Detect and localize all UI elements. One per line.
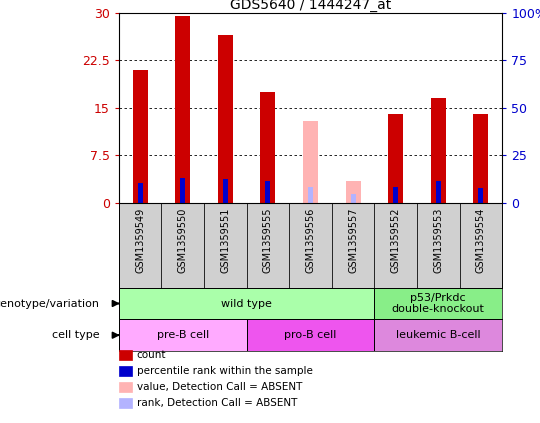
Text: GSM1359550: GSM1359550 (178, 207, 188, 273)
Bar (119, 288, 374, 319)
Bar (204, 203, 247, 288)
Text: wild type: wild type (221, 299, 272, 308)
Text: leukemic B-cell: leukemic B-cell (396, 330, 481, 340)
Bar (431, 99, 445, 203)
Bar (265, 181, 271, 203)
Text: pre-B cell: pre-B cell (157, 330, 209, 340)
Bar (350, 194, 356, 203)
Bar (308, 187, 313, 203)
Text: GSM1359557: GSM1359557 (348, 207, 358, 273)
Bar (133, 70, 147, 203)
Text: GSM1359552: GSM1359552 (391, 207, 401, 273)
Bar (138, 183, 143, 203)
Text: cell type: cell type (52, 330, 99, 340)
Bar (417, 203, 460, 288)
Bar (176, 16, 190, 203)
Bar (260, 92, 275, 203)
Bar (478, 188, 483, 203)
Bar (346, 181, 361, 203)
Bar (289, 203, 332, 288)
Text: GSM1359553: GSM1359553 (433, 207, 443, 273)
Bar (161, 203, 204, 288)
Text: percentile rank within the sample: percentile rank within the sample (137, 366, 313, 376)
Bar (436, 181, 441, 203)
Bar (393, 187, 399, 203)
Text: GSM1359554: GSM1359554 (476, 207, 486, 273)
Text: GSM1359556: GSM1359556 (306, 207, 315, 273)
Text: pro-B cell: pro-B cell (285, 330, 336, 340)
Bar (374, 319, 502, 351)
Bar (247, 319, 374, 351)
Bar (460, 203, 502, 288)
Bar (374, 203, 417, 288)
Bar (332, 203, 374, 288)
Bar (218, 35, 233, 203)
Title: GDS5640 / 1444247_at: GDS5640 / 1444247_at (230, 0, 391, 12)
Bar (180, 179, 185, 203)
Bar (388, 114, 403, 203)
Bar (303, 121, 318, 203)
Text: rank, Detection Call = ABSENT: rank, Detection Call = ABSENT (137, 398, 297, 408)
Text: count: count (137, 350, 166, 360)
Text: p53/Prkdc
double-knockout: p53/Prkdc double-knockout (392, 293, 485, 314)
Bar (119, 203, 161, 288)
Text: GSM1359555: GSM1359555 (263, 207, 273, 273)
Bar (474, 114, 488, 203)
Bar (374, 288, 502, 319)
Bar (222, 179, 228, 203)
Text: genotype/variation: genotype/variation (0, 299, 99, 308)
Text: GSM1359551: GSM1359551 (220, 207, 230, 273)
Text: value, Detection Call = ABSENT: value, Detection Call = ABSENT (137, 382, 302, 392)
Bar (247, 203, 289, 288)
Bar (119, 319, 247, 351)
Text: GSM1359549: GSM1359549 (135, 207, 145, 272)
